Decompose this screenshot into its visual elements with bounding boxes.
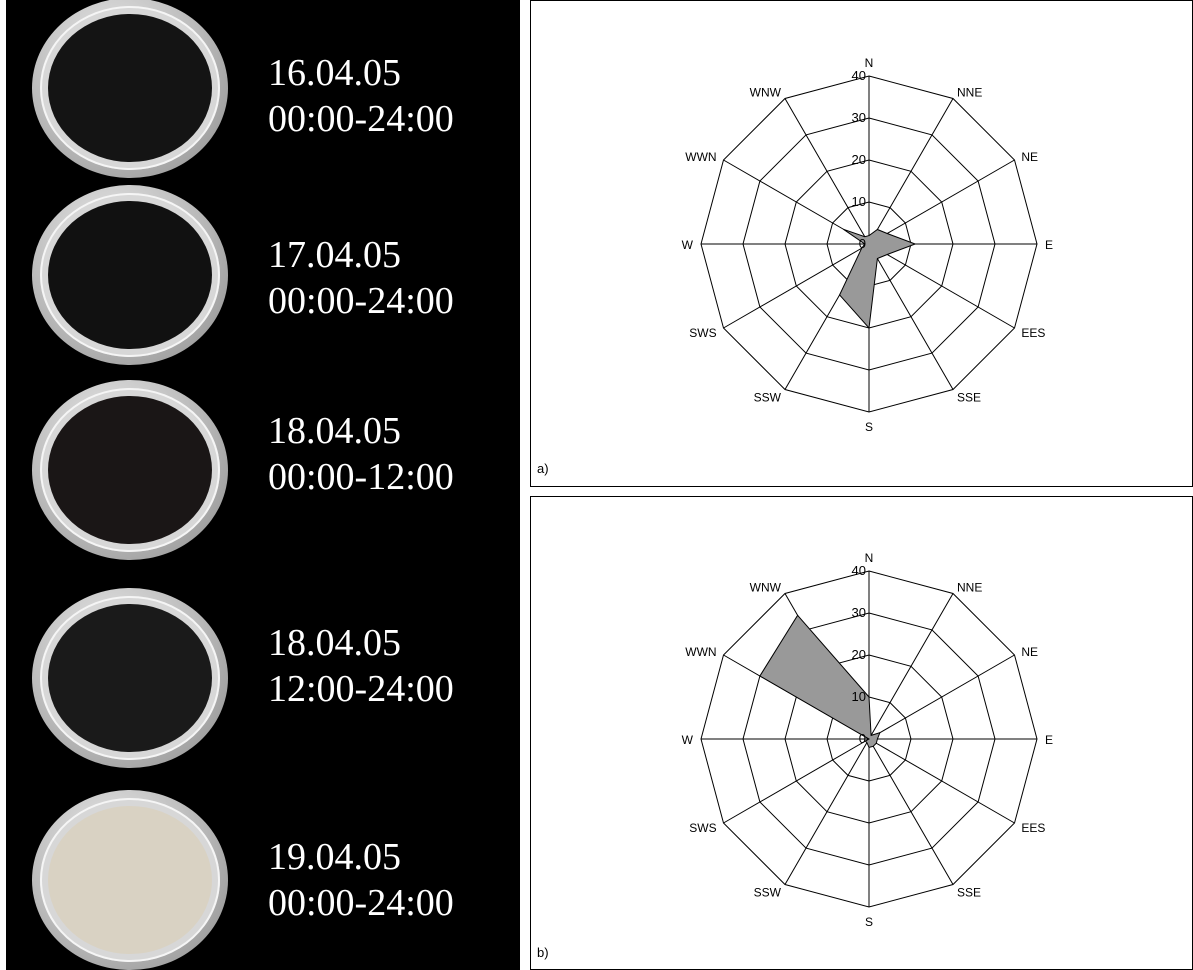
category-label: SWS xyxy=(689,821,716,835)
category-label: E xyxy=(1045,733,1053,747)
wind-rose-chart-b: 0 10 20 30 40 N NNE NE E EES SSE S SSW SWS W WWN WNW b) xyxy=(530,496,1193,970)
spoke xyxy=(868,243,954,390)
category-label: WNW xyxy=(750,86,782,100)
filter-label: 18.04.05 12:00-24:00 xyxy=(268,620,454,712)
category-label: WNW xyxy=(750,581,782,595)
category-label: SSW xyxy=(754,390,782,404)
tick-label: 30 xyxy=(852,605,866,620)
tick-label: 10 xyxy=(852,689,866,704)
category-label: NE xyxy=(1021,150,1038,164)
filter-date: 16.04.05 xyxy=(268,52,401,94)
spoke xyxy=(868,243,1015,329)
tick-label: 0 xyxy=(859,731,866,746)
filter-surface xyxy=(48,604,212,752)
spoke xyxy=(868,159,1015,245)
category-label: S xyxy=(865,915,873,929)
wind-rose-a-svg: 0 10 20 30 40N NNE NE E EES SSE S SSW SWS W WWN WNW xyxy=(682,56,1053,434)
tick-label: 20 xyxy=(852,647,866,662)
series-polygon xyxy=(839,228,917,330)
filter-time: 00:00-24:00 xyxy=(268,280,454,322)
category-label: EES xyxy=(1021,326,1045,340)
category-label: NE xyxy=(1021,645,1038,659)
filter-surface xyxy=(48,14,212,162)
category-label: WWN xyxy=(685,150,716,164)
filter-time: 00:00-24:00 xyxy=(268,98,454,140)
wind-rose-chart-a: 0 10 20 30 40 N NNE NE E EES SSE S SSW SWS W WWN WNW a) xyxy=(530,0,1193,487)
category-label: NNE xyxy=(957,581,982,595)
filter-surface xyxy=(48,396,212,544)
filter-disk xyxy=(32,588,228,768)
category-label: EES xyxy=(1021,821,1045,835)
category-label: NNE xyxy=(957,86,982,100)
category-label: E xyxy=(1045,238,1053,252)
spoke xyxy=(723,243,870,329)
filter-date: 19.04.05 xyxy=(268,836,401,878)
category-label: N xyxy=(865,56,874,70)
tick-label: 40 xyxy=(852,68,866,83)
tick-label: 10 xyxy=(852,194,866,209)
filter-disk xyxy=(32,380,228,560)
spoke xyxy=(784,98,870,245)
category-label: N xyxy=(865,551,874,565)
filter-label: 18.04.05 00:00-12:00 xyxy=(268,408,454,500)
filter-date: 17.04.05 xyxy=(268,234,401,276)
filter-date: 18.04.05 xyxy=(268,622,401,664)
filter-label: 16.04.05 00:00-24:00 xyxy=(268,50,454,142)
category-label: SSW xyxy=(754,885,782,899)
filter-label: 19.04.05 00:00-24:00 xyxy=(268,834,454,926)
spoke xyxy=(868,738,1015,824)
spoke xyxy=(868,738,954,885)
filter-label: 17.04.05 00:00-24:00 xyxy=(268,232,454,324)
filter-surface xyxy=(48,806,212,954)
category-label: S xyxy=(865,420,873,434)
filter-photo-panel: 16.04.05 00:00-24:00 17.04.05 00:00-24:0… xyxy=(6,0,520,970)
series-polygon xyxy=(759,614,881,748)
filter-time: 00:00-24:00 xyxy=(268,882,454,924)
spoke xyxy=(784,738,870,885)
category-label: SWS xyxy=(689,326,716,340)
panel-label-b: b) xyxy=(537,945,549,960)
category-label: W xyxy=(682,733,694,747)
spoke xyxy=(868,654,1015,740)
category-label: WWN xyxy=(685,645,716,659)
spoke xyxy=(868,593,954,740)
filter-time: 12:00-24:00 xyxy=(268,668,454,710)
filter-date: 18.04.05 xyxy=(268,410,401,452)
tick-label: 0 xyxy=(859,236,866,251)
tick-label: 20 xyxy=(852,152,866,167)
spoke xyxy=(868,98,954,245)
category-label: W xyxy=(682,238,694,252)
wind-rose-b-svg: 0 10 20 30 40N NNE NE E EES SSE S SSW SWS W WWN WNW xyxy=(682,551,1053,929)
filter-disk xyxy=(32,0,228,178)
filter-disk xyxy=(32,790,228,970)
filter-time: 00:00-12:00 xyxy=(268,456,454,498)
panel-label-a: a) xyxy=(537,461,549,476)
tick-label: 30 xyxy=(852,110,866,125)
filter-disk xyxy=(32,185,228,365)
category-label: SSE xyxy=(957,390,981,404)
spoke xyxy=(723,738,870,824)
tick-label: 40 xyxy=(852,563,866,578)
filter-surface xyxy=(48,201,212,349)
category-label: SSE xyxy=(957,885,981,899)
